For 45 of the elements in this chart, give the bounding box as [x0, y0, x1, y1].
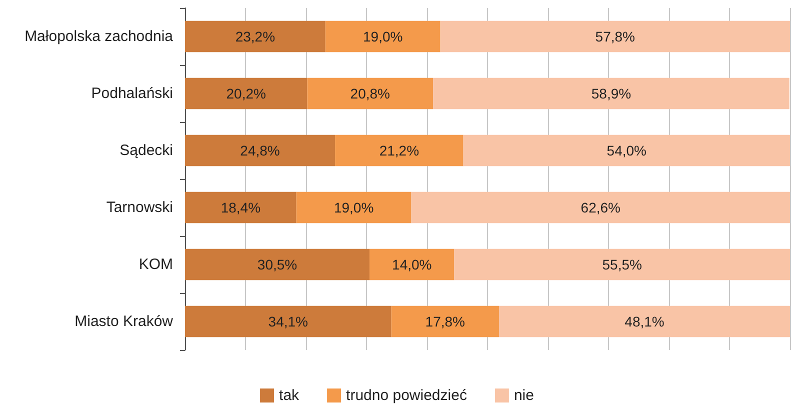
- bar: [185, 134, 336, 166]
- data-label: 30,5%: [257, 256, 298, 272]
- bar: [391, 306, 499, 338]
- data-label: 19,0%: [334, 200, 374, 216]
- bar: [370, 248, 454, 280]
- data-label: 20,2%: [226, 86, 266, 102]
- bar: [498, 306, 790, 338]
- legend-label: nie: [514, 387, 534, 404]
- data-label: 57,8%: [595, 28, 636, 44]
- bar: [185, 248, 370, 280]
- y-tick-label: Sądecki: [120, 142, 173, 159]
- data-label: 19,0%: [362, 28, 403, 44]
- data-label: 34,1%: [268, 314, 308, 330]
- bar: [185, 192, 296, 224]
- y-tick-label: KOM: [138, 256, 173, 273]
- data-label: 48,1%: [624, 314, 664, 330]
- bar: [185, 20, 326, 52]
- data-label: 24,8%: [240, 142, 280, 158]
- y-tick-label: Miasto Kraków: [74, 313, 174, 330]
- bar: [296, 192, 412, 224]
- data-label: 58,9%: [591, 86, 632, 102]
- legend-label: trudno powiedzieć: [346, 387, 468, 404]
- legend-label: tak: [279, 387, 300, 404]
- data-label: 14,0%: [392, 256, 432, 272]
- bar: [185, 78, 308, 110]
- y-tick-label: Podhalański: [91, 85, 173, 102]
- bar: [325, 20, 440, 52]
- data-label: 18,4%: [220, 200, 261, 216]
- y-tick-label: Małopolska zachodnia: [24, 28, 174, 45]
- bar: [411, 192, 790, 224]
- y-tick-label: Tarnowski: [106, 199, 173, 216]
- data-label: 55,5%: [602, 256, 642, 272]
- data-label: 17,8%: [425, 314, 465, 330]
- bar: [440, 20, 790, 52]
- bar: [433, 78, 790, 110]
- bar: [185, 306, 392, 338]
- data-label: 62,6%: [580, 200, 620, 216]
- data-label: 23,2%: [235, 28, 276, 44]
- bar: [335, 134, 464, 166]
- data-label: 20,8%: [350, 86, 390, 102]
- data-label: 54,0%: [606, 142, 646, 158]
- data-label: 21,2%: [379, 142, 420, 158]
- bar: [454, 248, 790, 280]
- bar: [463, 134, 790, 166]
- bar: [307, 78, 434, 110]
